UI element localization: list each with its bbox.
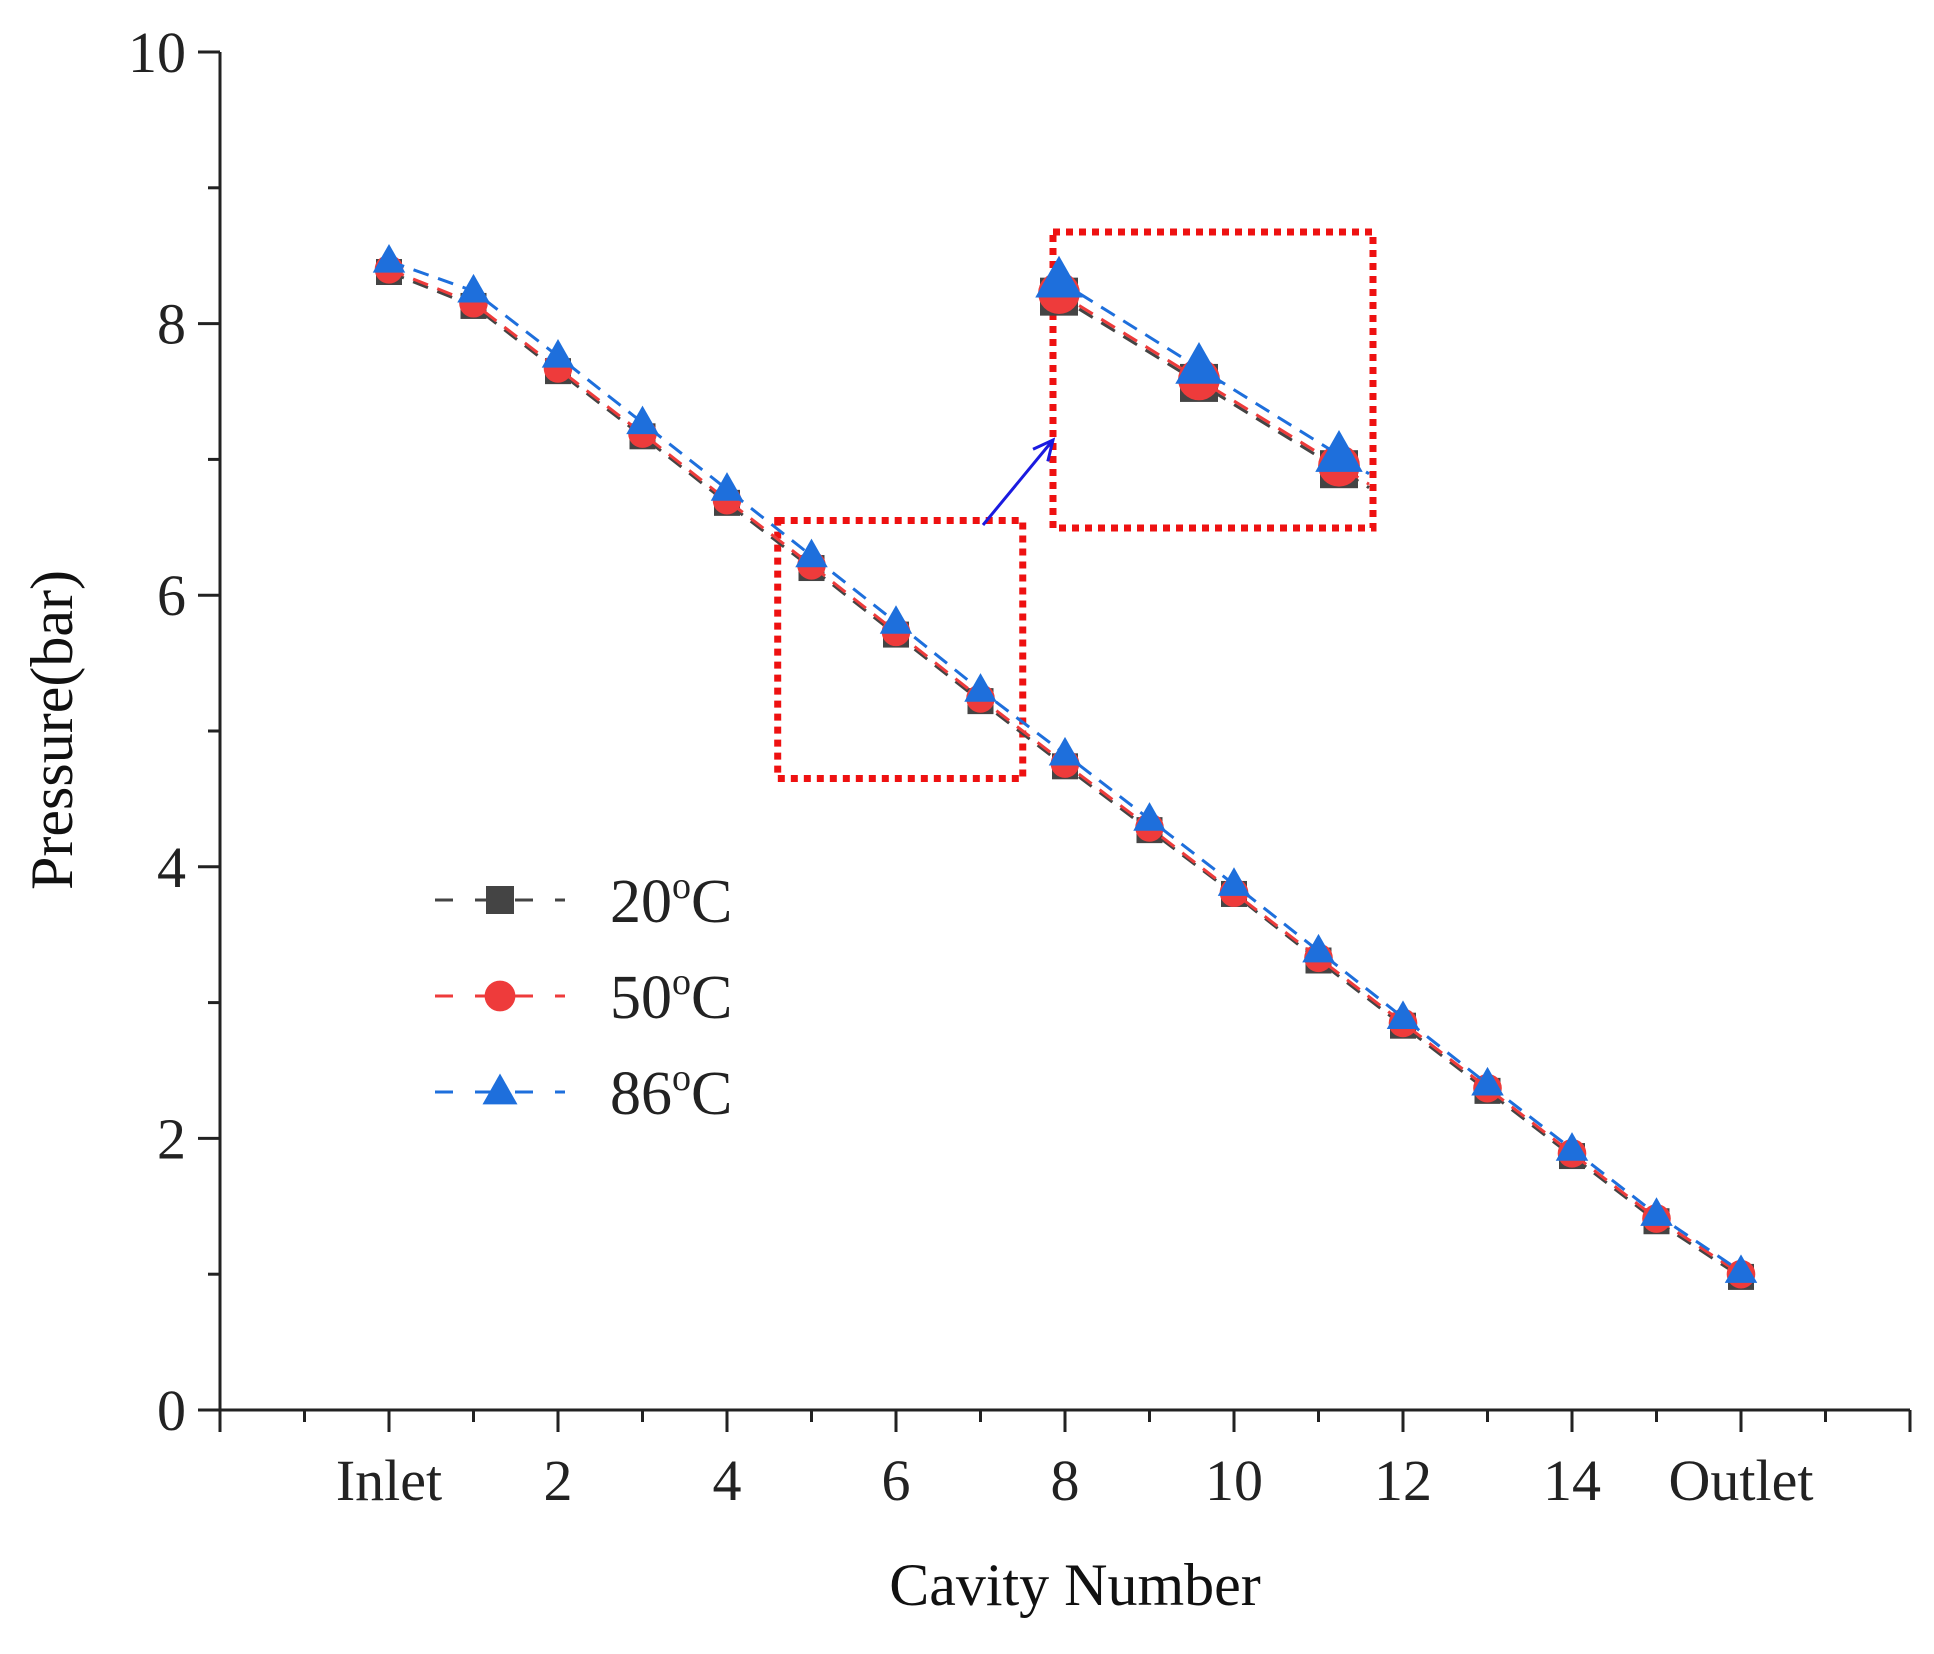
inset-box bbox=[1049, 228, 1377, 532]
inset-layer bbox=[981, 228, 1377, 532]
data-point bbox=[1471, 1066, 1504, 1096]
legend-item: 20oC bbox=[435, 865, 732, 936]
x-axis-title: Cavity Number bbox=[889, 1552, 1261, 1618]
y-tick-label: 10 bbox=[128, 20, 186, 85]
data-point bbox=[626, 405, 659, 435]
x-tick-label: 14 bbox=[1543, 1448, 1601, 1513]
data-point bbox=[795, 538, 828, 568]
x-axis-ticks: Inlet 2 4 6 8 10 12 14 Outlet bbox=[218, 1410, 1912, 1513]
zoom-highlight-box bbox=[774, 517, 1027, 783]
legend-marker bbox=[484, 980, 516, 1012]
inset-arrow-head bbox=[1032, 437, 1056, 462]
inset-data-point bbox=[1175, 341, 1223, 384]
y-tick-label: 0 bbox=[157, 1378, 186, 1443]
y-tick-label: 2 bbox=[157, 1106, 186, 1171]
inset-data-point bbox=[1315, 430, 1363, 472]
x-tick-label: 6 bbox=[882, 1448, 911, 1513]
x-tick-label: 2 bbox=[544, 1448, 573, 1513]
y-tick-label: 8 bbox=[157, 292, 186, 357]
legend-marker bbox=[486, 886, 514, 914]
data-point bbox=[1302, 933, 1335, 963]
legend-label: 86oC bbox=[610, 1057, 732, 1128]
inset-arrow bbox=[981, 439, 1055, 526]
y-tick-label: 6 bbox=[157, 563, 186, 628]
legend-item: 86oC bbox=[435, 1057, 732, 1128]
data-point bbox=[1386, 1000, 1420, 1029]
data-point bbox=[1217, 867, 1251, 896]
data-point bbox=[1048, 736, 1082, 766]
x-tick-label: 12 bbox=[1374, 1448, 1432, 1513]
x-tick-label: 8 bbox=[1051, 1448, 1080, 1513]
legend-label: 50oC bbox=[610, 961, 732, 1032]
data-point bbox=[1555, 1132, 1589, 1161]
highlight-box-layer bbox=[774, 517, 1027, 783]
data-point bbox=[1640, 1197, 1673, 1226]
legend-label: 20oC bbox=[610, 865, 732, 936]
y-axis-ticks: 0 2 4 6 8 10 bbox=[128, 20, 220, 1443]
y-tick-label: 4 bbox=[157, 835, 186, 900]
x-tick-label: 10 bbox=[1205, 1448, 1263, 1513]
series-triangle bbox=[372, 243, 1758, 1283]
x-tick-label: 4 bbox=[713, 1448, 742, 1513]
y-axis-title: Pressure(bar) bbox=[19, 570, 85, 890]
data-point bbox=[879, 605, 913, 634]
plot-area: 0 2 4 6 8 10 Inlet 2 4 6 8 10 12 14 Outlet bbox=[128, 20, 1912, 1513]
data-point bbox=[372, 243, 406, 273]
inset-data-point bbox=[1035, 255, 1083, 298]
x-tick-label: Inlet bbox=[336, 1448, 442, 1513]
data-point bbox=[710, 472, 744, 501]
data-point bbox=[457, 273, 490, 303]
data-point bbox=[541, 339, 575, 368]
legend: 20oC 50oC 86oC bbox=[435, 865, 732, 1128]
x-tick-label: Outlet bbox=[1669, 1448, 1814, 1513]
series-layer bbox=[372, 243, 1758, 1290]
legend-marker bbox=[482, 1073, 518, 1105]
legend-item: 50oC bbox=[435, 961, 732, 1032]
inset-series-triangle bbox=[1035, 255, 1370, 476]
data-point bbox=[1724, 1254, 1758, 1283]
data-point bbox=[1133, 802, 1166, 831]
data-point bbox=[964, 673, 997, 702]
